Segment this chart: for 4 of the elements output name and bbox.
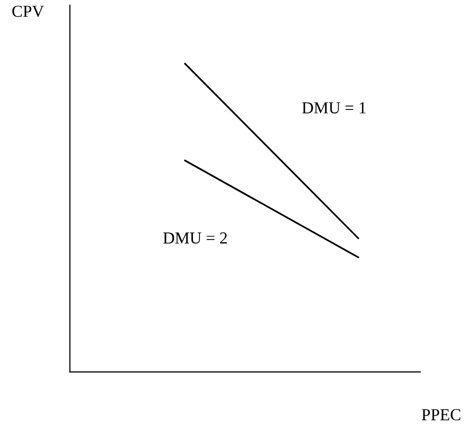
y-axis-title: CPV <box>12 6 44 17</box>
text: DMU = 1 <box>302 102 366 114</box>
text: DMU = 2 <box>163 232 227 244</box>
x-axis-title: PPEC <box>422 409 460 420</box>
